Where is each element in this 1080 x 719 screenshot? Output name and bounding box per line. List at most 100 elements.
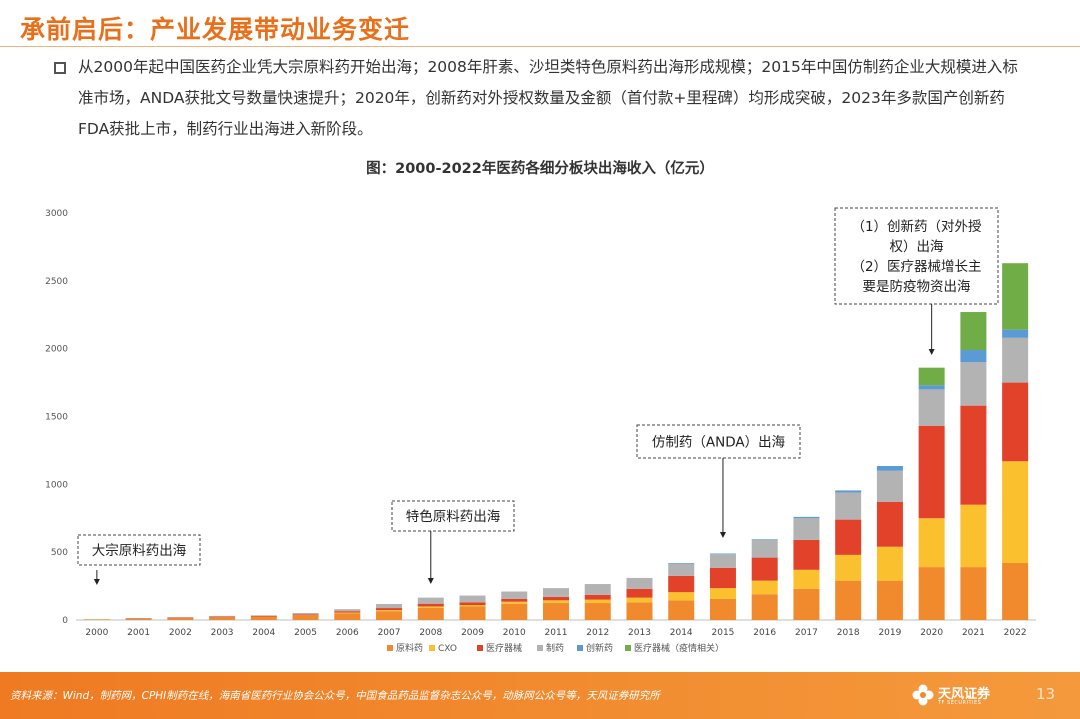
x-tick-label: 2001	[127, 628, 150, 638]
bar-segment	[626, 597, 653, 603]
bar-segment	[668, 592, 695, 601]
x-tick-label: 2007	[378, 628, 401, 638]
bar-segment	[626, 577, 653, 589]
y-tick-label: 0	[62, 616, 68, 626]
bar-segment	[209, 617, 236, 620]
bar-segment	[125, 618, 152, 619]
x-tick-label: 2012	[586, 628, 609, 638]
arrow-down-icon	[928, 349, 935, 355]
bar-segment	[793, 518, 820, 540]
bar-segment	[125, 618, 152, 619]
y-tick-label: 2000	[45, 345, 68, 355]
legend-swatch	[625, 645, 631, 651]
bar-segment	[668, 563, 695, 576]
bar-segment	[709, 598, 736, 620]
bar-segment	[501, 591, 528, 599]
x-tick-label: 2015	[712, 628, 735, 638]
bar-segment	[167, 617, 194, 619]
legend-label: 制药	[546, 642, 564, 654]
bar-segment	[209, 616, 236, 618]
legend-label: 医疗器械（疫情相关）	[634, 642, 724, 654]
bar-segment	[835, 519, 862, 555]
x-tick-label: 2006	[336, 628, 359, 638]
bar-segment	[376, 611, 403, 620]
bar-segment	[501, 601, 528, 604]
bar-segment	[918, 367, 945, 386]
summary-paragraph: 从2000年起中国医药企业凭大宗原料药开始出海；2008年肝素、沙坦类特色原料药…	[78, 58, 1018, 138]
bar-segment	[626, 602, 653, 620]
x-tick-label: 2021	[962, 628, 985, 638]
bar-segment	[292, 615, 319, 620]
bar-segment	[876, 466, 903, 471]
bar-segment	[250, 615, 277, 616]
bar-segment	[876, 580, 903, 620]
source-note: 资料来源：Wind，制药网，CPHI制药在线，海南省医药行业协会公众号，中国食品…	[10, 690, 660, 702]
bar-segment	[501, 603, 528, 620]
annotation-box	[636, 424, 801, 459]
annotation-text: 要是防疫物资出海	[863, 279, 971, 295]
annotation-text: 权）出海	[890, 238, 944, 255]
bar-segment	[334, 611, 361, 613]
bar-segment	[376, 608, 403, 611]
bar-segment	[459, 606, 486, 620]
y-tick-label: 3000	[45, 209, 68, 219]
x-tick-label: 2020	[920, 628, 943, 638]
bar-segment	[417, 607, 444, 620]
logo-subtext: TF SECURITIES	[938, 700, 982, 706]
bar-segment	[793, 588, 820, 620]
arrow-down-icon	[719, 532, 726, 538]
bar-segment	[668, 575, 695, 593]
annotation-text: （1）创新药（对外授	[851, 219, 981, 235]
annotation-text: 仿制药（ANDA）出海	[652, 435, 785, 451]
bar-segment	[1002, 382, 1029, 462]
bar-segment	[835, 554, 862, 581]
bar-segment	[459, 605, 486, 607]
bar-segment	[709, 567, 736, 589]
bar-segment	[918, 567, 945, 620]
legend-label: CXO	[438, 644, 457, 654]
y-tick-label: 2500	[45, 277, 68, 287]
annotation-text: 特色原料药出海	[406, 508, 501, 525]
flower-logo-icon	[912, 684, 934, 706]
legend-label: 原料药	[396, 642, 423, 654]
legend-label: 创新药	[586, 642, 613, 654]
bar-segment	[793, 516, 820, 519]
bar-segment	[668, 563, 695, 564]
bar-segment	[960, 504, 987, 568]
annotation-text: 大宗原料药出海	[92, 543, 187, 559]
bar-segment	[709, 554, 736, 568]
bar-segment	[709, 553, 736, 555]
bar-segment	[1002, 329, 1029, 338]
export-revenue-chart: 图：2000-2022年医药各细分板块出海收入（亿元） 0 500 1000 1500 2…	[45, 159, 1036, 654]
bar-segment	[501, 598, 528, 602]
bar-segment	[751, 539, 778, 540]
x-tick-label: 2017	[795, 628, 818, 638]
bar-segment	[918, 518, 945, 568]
bar-segment	[334, 613, 361, 620]
bar-segment	[626, 588, 653, 598]
bar-segment	[584, 584, 611, 595]
chart-title: 图：2000-2022年医药各细分板块出海收入（亿元）	[366, 159, 714, 177]
bar-segment	[751, 594, 778, 620]
bar-segment	[584, 599, 611, 604]
x-tick-label: 2016	[753, 628, 776, 638]
bullet-square-icon	[54, 62, 66, 74]
legend-swatch	[537, 645, 543, 651]
arrow-down-icon	[427, 578, 434, 584]
page-number: 13	[1036, 685, 1056, 703]
bar-segment	[543, 596, 569, 601]
annotation-box	[77, 534, 201, 566]
bar-segment	[125, 618, 152, 620]
bar-segment	[167, 617, 194, 620]
bar-segment	[334, 612, 361, 614]
y-tick-label: 500	[51, 548, 68, 558]
bar-segment	[918, 389, 945, 426]
bar-segment	[1002, 461, 1029, 564]
x-tick-label: 2008	[419, 628, 442, 638]
x-tick-label: 2005	[294, 628, 317, 638]
bar-segment	[668, 600, 695, 620]
annotation-text: （2）医疗器械增长主	[851, 259, 981, 275]
bar-segment	[960, 567, 987, 620]
bar-segment	[1002, 563, 1029, 620]
bar-segment	[376, 610, 403, 612]
